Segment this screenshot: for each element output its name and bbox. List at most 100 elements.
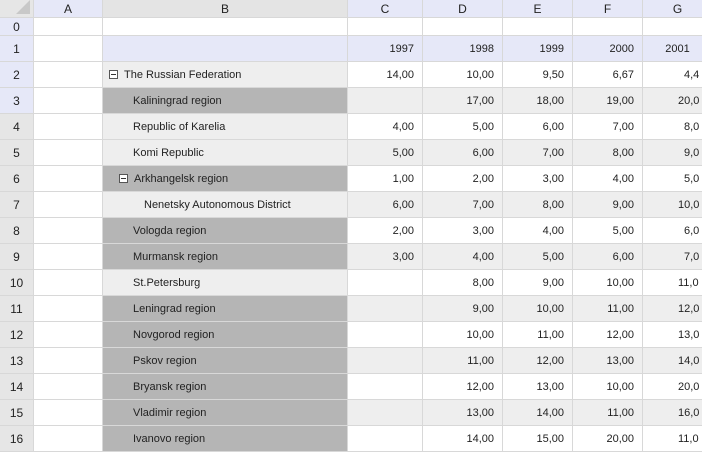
region-name-cell[interactable]: St.Petersburg [103, 270, 348, 296]
value-cell[interactable]: 12,00 [573, 322, 643, 348]
value-cell[interactable]: 5,00 [348, 140, 423, 166]
row-header[interactable]: 15 [0, 400, 34, 426]
value-cell[interactable]: 3,00 [503, 166, 573, 192]
value-cell[interactable]: 4,00 [503, 218, 573, 244]
value-cell[interactable]: 2,00 [348, 218, 423, 244]
row-header[interactable]: 3 [0, 88, 34, 114]
region-name-cell[interactable]: Kaliningrad region [103, 88, 348, 114]
collapse-icon[interactable] [109, 70, 118, 79]
value-cell[interactable] [348, 374, 423, 400]
value-cell[interactable]: 10,00 [503, 296, 573, 322]
value-cell[interactable]: 10,00 [573, 270, 643, 296]
cell[interactable] [103, 36, 348, 62]
value-cell[interactable]: 6,00 [573, 244, 643, 270]
value-cell[interactable]: 9,00 [503, 270, 573, 296]
value-cell[interactable]: 10,00 [423, 322, 503, 348]
row-header[interactable]: 12 [0, 322, 34, 348]
value-cell[interactable]: 9,0 [643, 140, 702, 166]
value-cell[interactable] [348, 296, 423, 322]
cell[interactable] [34, 400, 103, 426]
cell[interactable] [34, 166, 103, 192]
value-cell[interactable] [348, 88, 423, 114]
collapse-icon[interactable] [119, 174, 128, 183]
row-header[interactable]: 7 [0, 192, 34, 218]
value-cell[interactable]: 11,00 [573, 296, 643, 322]
value-cell[interactable]: 4,4 [643, 62, 702, 88]
cell[interactable] [503, 18, 573, 36]
value-cell[interactable]: 8,0 [643, 114, 702, 140]
region-name-cell[interactable]: Republic of Karelia [103, 114, 348, 140]
value-cell[interactable]: 14,00 [423, 426, 503, 452]
column-header-F[interactable]: F [573, 0, 643, 18]
column-header-G[interactable]: G [643, 0, 702, 18]
value-cell[interactable]: 16,0 [643, 400, 702, 426]
column-header-B[interactable]: B [103, 0, 348, 18]
year-header-cell[interactable]: 1998 [423, 36, 503, 62]
value-cell[interactable]: 12,00 [503, 348, 573, 374]
cell[interactable] [34, 88, 103, 114]
value-cell[interactable]: 10,00 [573, 374, 643, 400]
value-cell[interactable]: 9,00 [423, 296, 503, 322]
region-name-cell[interactable]: Leningrad region [103, 296, 348, 322]
value-cell[interactable]: 5,00 [423, 114, 503, 140]
row-header[interactable]: 4 [0, 114, 34, 140]
value-cell[interactable]: 7,0 [643, 244, 702, 270]
value-cell[interactable]: 4,00 [573, 166, 643, 192]
value-cell[interactable]: 11,0 [643, 270, 702, 296]
row-header[interactable]: 5 [0, 140, 34, 166]
cell[interactable] [34, 192, 103, 218]
row-header[interactable]: 16 [0, 426, 34, 452]
value-cell[interactable] [348, 400, 423, 426]
row-header[interactable]: 11 [0, 296, 34, 322]
region-name-cell[interactable]: Bryansk region [103, 374, 348, 400]
column-header-D[interactable]: D [423, 0, 503, 18]
region-name-cell[interactable]: Vladimir region [103, 400, 348, 426]
row-header[interactable]: 10 [0, 270, 34, 296]
cell[interactable] [34, 114, 103, 140]
value-cell[interactable] [348, 322, 423, 348]
cell[interactable] [34, 62, 103, 88]
cell[interactable] [34, 270, 103, 296]
value-cell[interactable]: 8,00 [423, 270, 503, 296]
region-name-cell[interactable]: The Russian Federation [103, 62, 348, 88]
region-name-cell[interactable]: Ivanovo region [103, 426, 348, 452]
cell[interactable] [34, 322, 103, 348]
value-cell[interactable]: 14,00 [348, 62, 423, 88]
value-cell[interactable]: 6,0 [643, 218, 702, 244]
region-name-cell[interactable]: Novgorod region [103, 322, 348, 348]
region-name-cell[interactable]: Arkhangelsk region [103, 166, 348, 192]
value-cell[interactable]: 4,00 [348, 114, 423, 140]
row-header[interactable]: 6 [0, 166, 34, 192]
region-name-cell[interactable]: Pskov region [103, 348, 348, 374]
cell[interactable] [34, 18, 103, 36]
cell[interactable] [643, 18, 702, 36]
row-header[interactable]: 1 [0, 36, 34, 62]
row-header[interactable]: 0 [0, 18, 34, 36]
cell[interactable] [348, 18, 423, 36]
select-all-corner[interactable] [0, 0, 34, 18]
value-cell[interactable]: 13,0 [643, 322, 702, 348]
region-name-cell[interactable]: Komi Republic [103, 140, 348, 166]
value-cell[interactable]: 11,00 [503, 322, 573, 348]
value-cell[interactable]: 9,00 [573, 192, 643, 218]
cell[interactable] [34, 140, 103, 166]
value-cell[interactable]: 8,00 [573, 140, 643, 166]
value-cell[interactable]: 4,00 [423, 244, 503, 270]
year-header-cell[interactable]: 2000 [573, 36, 643, 62]
value-cell[interactable]: 18,00 [503, 88, 573, 114]
year-header-cell[interactable]: 1999 [503, 36, 573, 62]
value-cell[interactable]: 11,00 [573, 400, 643, 426]
value-cell[interactable]: 13,00 [503, 374, 573, 400]
cell[interactable] [34, 244, 103, 270]
column-header-E[interactable]: E [503, 0, 573, 18]
value-cell[interactable]: 10,0 [643, 192, 702, 218]
value-cell[interactable]: 3,00 [423, 218, 503, 244]
value-cell[interactable] [348, 426, 423, 452]
value-cell[interactable]: 17,00 [423, 88, 503, 114]
year-header-cell[interactable]: 2001 [643, 36, 702, 62]
cell[interactable] [573, 18, 643, 36]
value-cell[interactable]: 14,00 [503, 400, 573, 426]
value-cell[interactable]: 6,67 [573, 62, 643, 88]
row-header[interactable]: 13 [0, 348, 34, 374]
value-cell[interactable]: 5,00 [573, 218, 643, 244]
